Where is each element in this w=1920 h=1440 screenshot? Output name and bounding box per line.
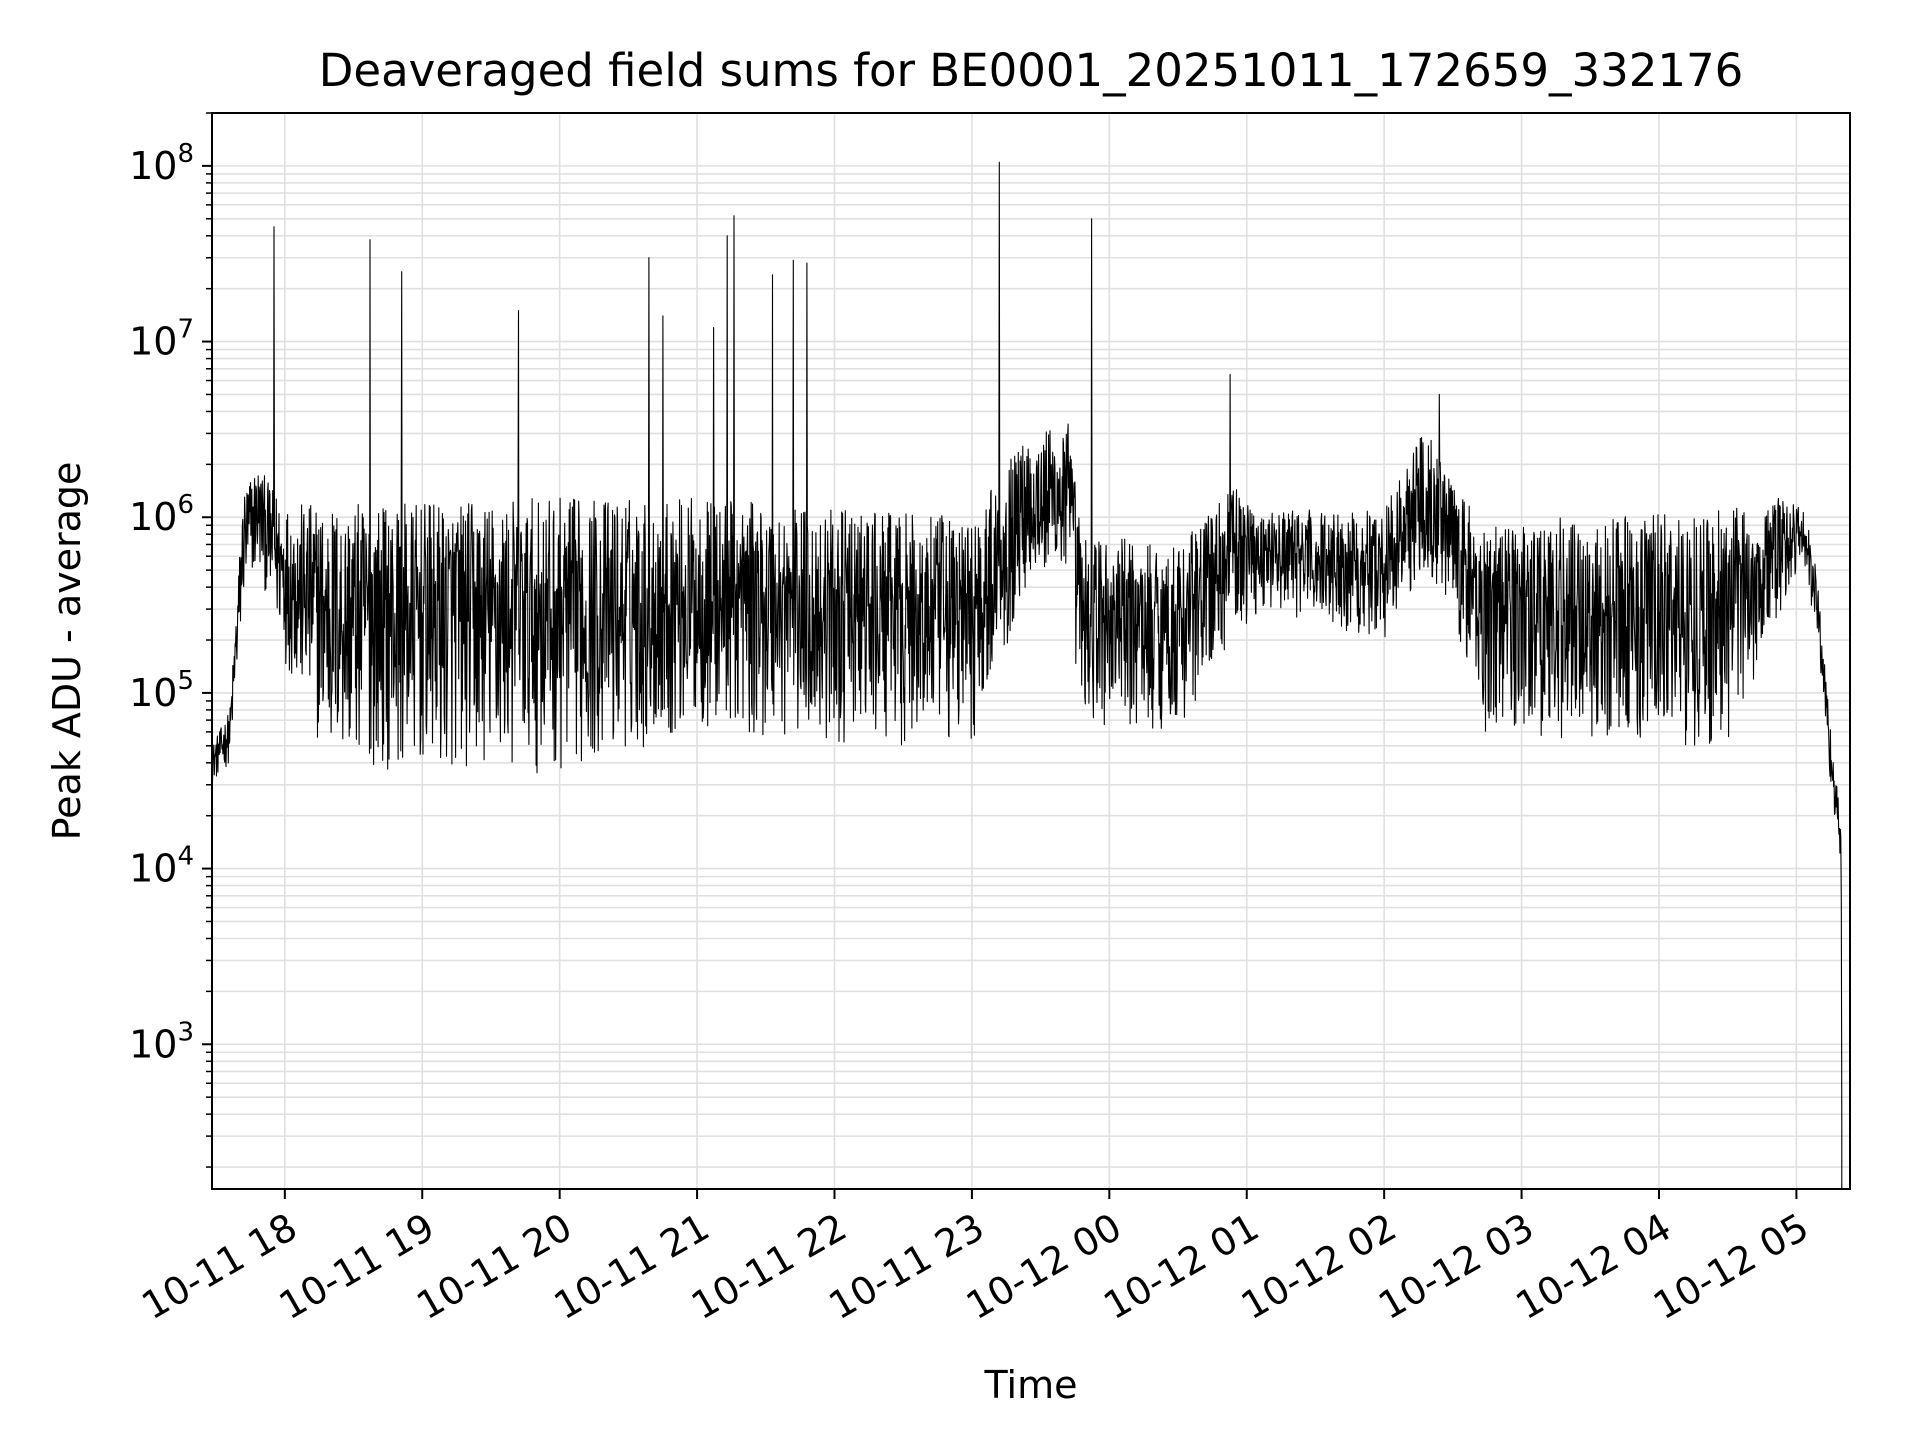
y-tick-label: 106 bbox=[129, 490, 194, 539]
x-axis-label: Time bbox=[984, 1363, 1078, 1407]
y-tick-label: 104 bbox=[129, 842, 194, 891]
y-axis: 103 104 105 106 107 108 bbox=[129, 112, 212, 1168]
y-tick-label: 105 bbox=[129, 666, 194, 715]
grid-lines bbox=[212, 112, 1850, 1189]
chart-title: Deaveraged field sums for BE0001_2025101… bbox=[319, 44, 1744, 97]
plot-frame bbox=[211, 112, 1851, 1190]
y-tick-label: 107 bbox=[129, 315, 194, 364]
y-tick-label: 103 bbox=[129, 1017, 194, 1066]
y-axis-label: Peak ADU - average bbox=[45, 462, 89, 841]
series-group bbox=[211, 161, 1843, 1189]
y-tick-label: 108 bbox=[129, 139, 194, 188]
series-line bbox=[211, 161, 1843, 1189]
